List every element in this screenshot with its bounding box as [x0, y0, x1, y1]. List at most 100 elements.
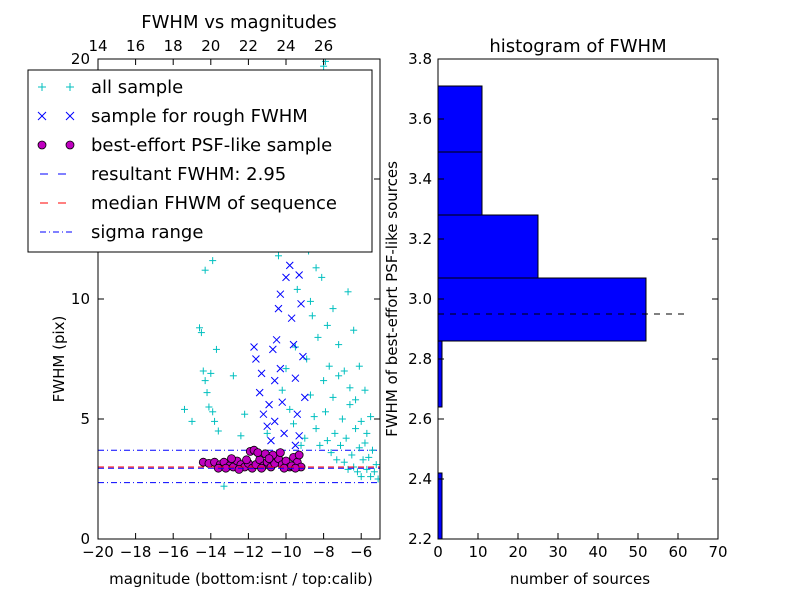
scatter-x-axis-label: magnitude (bottom:isnt / top:calib)	[109, 570, 373, 588]
all-sample-point	[333, 456, 341, 464]
legend-entry: sigma range	[40, 222, 203, 243]
all-sample-point	[303, 355, 311, 363]
legend-label: resultant FWHM: 2.95	[91, 164, 286, 185]
all-sample-point	[329, 305, 337, 313]
psf-like-point	[227, 454, 236, 464]
x-tick-label: −20	[82, 543, 114, 561]
all-sample-point	[363, 429, 371, 437]
rough-fwhm-point	[252, 355, 260, 363]
all-sample-point	[323, 321, 331, 329]
all-sample-point	[365, 453, 373, 461]
all-sample-point	[367, 473, 375, 481]
legend-entry: resultant FWHM: 2.95	[40, 164, 286, 185]
all-sample-point	[205, 403, 213, 411]
scatter-marks	[98, 59, 380, 490]
all-sample-point	[282, 365, 290, 373]
rough-fwhm-point	[300, 393, 309, 402]
y-tick-label: 3.0	[408, 290, 432, 308]
x-tick-label: 50	[628, 543, 647, 561]
top-tick-label: 22	[239, 37, 258, 55]
legend-label: all sample	[91, 77, 183, 98]
all-sample-point	[316, 441, 324, 449]
legend-label: sigma range	[91, 222, 203, 243]
rough-fwhm-point	[297, 299, 305, 308]
legend-entry: median FHWM of sequence	[40, 193, 337, 214]
rough-fwhm-point	[276, 364, 285, 373]
all-sample-point	[201, 266, 209, 274]
x-tick-label: −16	[157, 543, 189, 561]
all-sample-point	[338, 415, 346, 423]
x-tick-label: 20	[508, 543, 527, 561]
rough-fwhm-point	[259, 410, 268, 419]
x-tick-label: −10	[270, 543, 302, 561]
all-sample-point	[372, 461, 380, 469]
all-sample-point	[355, 444, 363, 452]
histogram-bar	[437, 340, 443, 408]
x-tick-label: −14	[195, 543, 227, 561]
all-sample-point	[314, 333, 322, 341]
x-tick-label: 60	[668, 543, 687, 561]
rough-fwhm-point	[289, 340, 298, 349]
all-sample-point	[340, 367, 348, 375]
all-sample-point	[220, 482, 228, 490]
rough-fwhm-point	[265, 400, 273, 409]
scatter-axis-ticks: −20−18−16−14−12−10−8−6051015201416182022…	[71, 37, 380, 561]
histogram-plot-frame	[437, 58, 719, 540]
top-tick-label: 14	[88, 37, 107, 55]
all-sample-point	[370, 468, 378, 476]
all-sample-point	[357, 473, 365, 481]
all-sample-point	[263, 429, 271, 437]
all-sample-point	[357, 417, 365, 425]
all-sample-point	[188, 417, 196, 425]
top-tick-label: 20	[201, 37, 220, 55]
all-sample-point	[312, 264, 320, 272]
rough-fwhm-point	[293, 410, 302, 419]
y-tick-label: 3.4	[408, 170, 432, 188]
legend-entry: sample for rough FWHM	[37, 106, 308, 127]
histogram-title: histogram of FWHM	[489, 36, 666, 57]
all-sample-point	[203, 389, 211, 397]
all-sample-point	[337, 441, 345, 449]
all-sample-point	[353, 468, 361, 476]
rough-fwhm-point	[295, 271, 304, 279]
all-sample-point	[214, 427, 222, 435]
legend-label: best-effort PSF-like sample	[91, 135, 332, 156]
rough-fwhm-point	[267, 436, 275, 445]
all-sample-point	[355, 362, 363, 370]
histogram-bar	[437, 85, 483, 153]
x-tick-label: −18	[120, 543, 152, 561]
x-tick-label: −6	[350, 543, 372, 561]
psf-like-point	[242, 455, 251, 465]
all-sample-point	[335, 372, 343, 380]
y-tick-label: 0	[80, 530, 90, 548]
legend-entry: all sample	[38, 77, 183, 98]
rough-fwhm-point	[263, 422, 272, 431]
all-sample-point	[374, 475, 380, 483]
all-sample-point	[350, 326, 358, 334]
x-tick-label: −8	[313, 543, 335, 561]
all-sample-point	[199, 367, 207, 375]
histogram-x-axis-label: number of sources	[510, 570, 650, 588]
all-sample-point	[237, 432, 245, 440]
all-sample-point	[318, 273, 326, 281]
all-sample-point	[352, 425, 360, 433]
all-sample-point	[346, 384, 354, 392]
all-sample-point	[368, 446, 376, 454]
rough-fwhm-point	[250, 343, 258, 351]
histogram-bar	[437, 472, 443, 540]
rough-fwhm-point	[282, 273, 290, 282]
all-sample-point	[312, 425, 320, 433]
psf-like-point	[253, 448, 263, 458]
rough-fwhm-point	[278, 398, 287, 407]
all-sample-point	[321, 408, 329, 416]
scatter-legend: all sample sample for rough FWHM best-effo…	[27, 69, 373, 253]
x-tick-label: 70	[708, 543, 727, 561]
all-sample-point	[344, 288, 352, 296]
all-sample-point	[329, 393, 337, 401]
rough-fwhm-point	[280, 429, 288, 438]
all-sample-point	[325, 362, 333, 370]
all-sample-point	[359, 456, 367, 464]
top-tick-label: 26	[314, 37, 333, 55]
all-sample-point	[361, 386, 369, 394]
y-tick-label: 2.4	[408, 470, 432, 488]
